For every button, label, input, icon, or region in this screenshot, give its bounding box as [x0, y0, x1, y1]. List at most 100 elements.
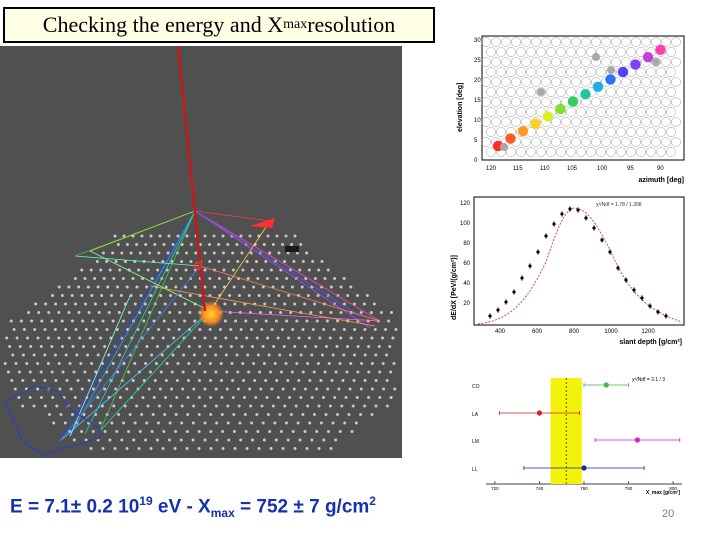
camera-pixel: [571, 37, 581, 47]
detector-dot: [314, 345, 318, 348]
detector-dot: [111, 362, 115, 365]
detector-dot: [171, 243, 175, 246]
camera-pixel: [551, 57, 561, 67]
detector-dot: [337, 387, 341, 391]
detector-dot: [86, 353, 90, 357]
camera-pixel: [666, 67, 676, 77]
detector-dot: [15, 336, 19, 340]
detector-dot: [274, 319, 278, 323]
detector-dot: [86, 285, 90, 289]
detector-dot: [178, 311, 182, 314]
detector-dot: [310, 353, 314, 357]
detector-dot: [171, 353, 175, 357]
detector-dot: [144, 438, 148, 442]
profile-point: [568, 207, 572, 211]
detector-dot: [339, 311, 343, 314]
camera-pixel: [486, 67, 496, 77]
detector-dot: [139, 294, 143, 297]
detector-dot: [30, 319, 34, 323]
detector-dot: [285, 319, 289, 323]
detector-dot: [346, 294, 350, 297]
detector-dot: [43, 328, 47, 331]
detector-dot: [319, 311, 323, 314]
detector-dot: [264, 319, 268, 323]
detector-dot: [39, 370, 43, 374]
detector-dot: [269, 447, 273, 450]
hit-pixel: [630, 59, 641, 70]
detector-dot: [158, 311, 162, 314]
detector-dot: [269, 370, 273, 374]
detector-dot: [212, 234, 216, 238]
detector-dot: [271, 243, 275, 246]
detector-dot: [164, 396, 168, 399]
camera-pixel: [586, 47, 596, 57]
xmax-label-lm: LM: [472, 439, 479, 445]
detector-dot: [263, 302, 267, 306]
detector-dot: [77, 285, 81, 289]
detector-dot: [203, 251, 207, 255]
camera-pixel: [611, 57, 621, 67]
detector-dot: [91, 430, 95, 433]
detector-dot: [349, 362, 353, 365]
detector-dot: [279, 370, 283, 374]
detector-dot: [209, 447, 213, 450]
detector-dot: [185, 251, 189, 255]
camera-pixel: [516, 87, 526, 97]
detector-dot: [111, 251, 115, 255]
detector-dot: [50, 319, 54, 323]
detector-dot: [32, 404, 36, 408]
camera-pixel: [586, 127, 596, 137]
detector-dot: [159, 294, 163, 297]
detector-dot: [67, 285, 71, 289]
detector-dot: [37, 311, 41, 314]
detector-dot: [359, 387, 363, 391]
detector-dot: [385, 353, 389, 357]
camera-pixel: [671, 77, 681, 87]
camera-pixel: [506, 87, 516, 97]
noise-pixel: [652, 58, 660, 66]
camera-pixel: [616, 47, 626, 57]
energy-exponent: 19: [139, 494, 153, 508]
detector-dot: [161, 447, 165, 450]
detector-dot: [315, 387, 319, 391]
detector-dot: [133, 302, 137, 306]
detector-dot: [213, 285, 217, 289]
detector-dot: [299, 353, 303, 357]
detector-dot: [156, 268, 160, 272]
detector-dot: [392, 362, 396, 365]
detector-dot: [73, 396, 77, 399]
camera-pixel: [601, 57, 611, 67]
camera-pixel: [491, 117, 501, 127]
detector-dot: [182, 353, 186, 357]
detector-dot: [133, 362, 137, 365]
camera-pixel: [536, 127, 546, 137]
detector-dot: [132, 438, 136, 442]
hit-pixels: [492, 44, 666, 152]
detector-dot: [301, 328, 305, 331]
detector-dot: [296, 421, 300, 425]
x-tick: 95: [627, 166, 634, 172]
detector-dot: [95, 260, 99, 263]
hit-pixel: [580, 89, 591, 100]
detector-dot: [217, 277, 221, 280]
detector-dot: [224, 336, 228, 340]
detector-dot: [372, 302, 376, 306]
camera-pixel: [601, 37, 611, 47]
camera-pixel: [631, 37, 641, 47]
detector-dot: [303, 302, 307, 306]
camera-pixel: [556, 127, 566, 137]
detector-dot: [50, 345, 54, 348]
detector-dot: [29, 345, 33, 348]
camera-pixel: [661, 97, 671, 107]
detector-dot: [50, 294, 54, 297]
detector-dot: [240, 345, 244, 348]
camera-pixel: [611, 37, 621, 47]
detector-dot: [106, 285, 110, 289]
detector-dot: [359, 311, 363, 314]
detector-dot: [283, 260, 287, 263]
detector-dot: [179, 277, 183, 280]
detector-dot: [131, 379, 135, 382]
detector-dot: [203, 370, 207, 374]
camera-pixel: [581, 57, 591, 67]
hit-pixel: [517, 126, 529, 137]
